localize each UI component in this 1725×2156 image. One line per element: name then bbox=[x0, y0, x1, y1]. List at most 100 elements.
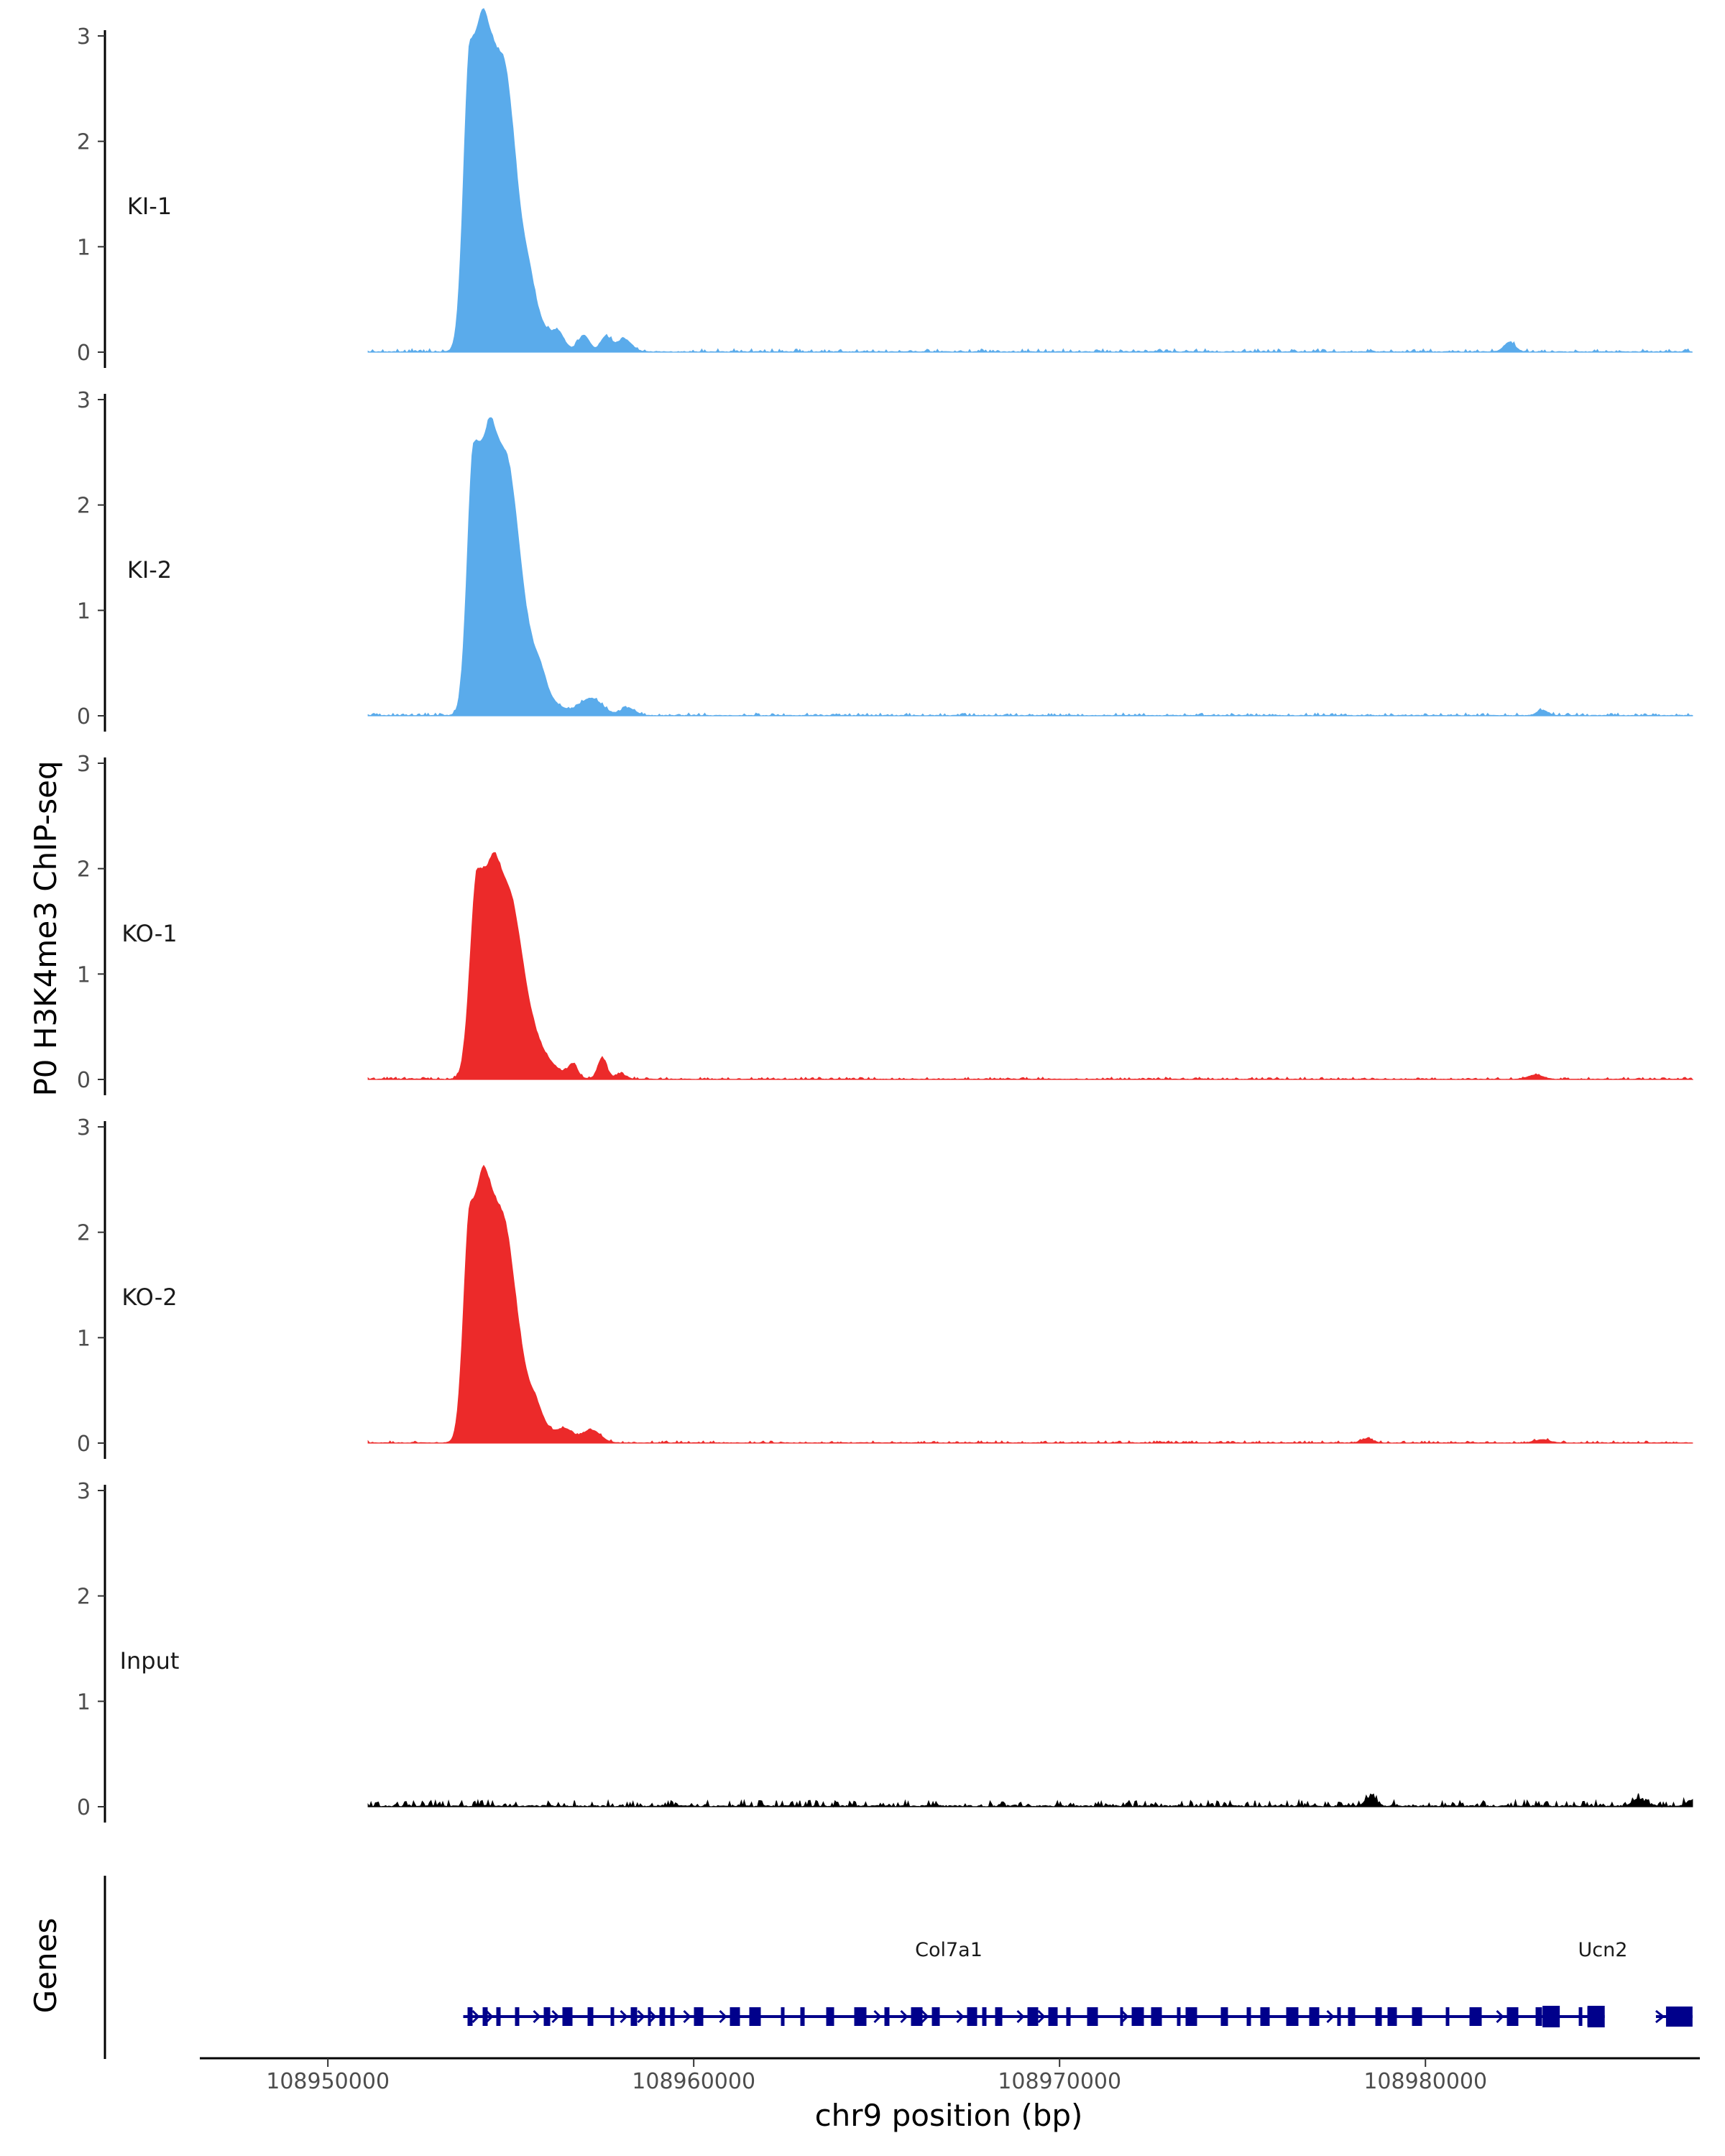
gene-exon bbox=[1506, 2007, 1519, 2026]
y-tick-label: 2 bbox=[77, 130, 91, 155]
strand-arrow bbox=[1121, 2009, 1129, 2024]
strand-arrow bbox=[719, 2009, 727, 2024]
gene-exon bbox=[562, 2007, 573, 2026]
y-tick-label: 1 bbox=[77, 1690, 91, 1715]
gene-exon bbox=[1120, 2007, 1123, 2026]
y-tick-label: 2 bbox=[77, 1221, 91, 1246]
y-tick-label: 0 bbox=[77, 1068, 91, 1093]
signal-area-ko-1 bbox=[367, 852, 1694, 1080]
signal-area-ki-2 bbox=[367, 417, 1693, 717]
y-tick-label: 0 bbox=[77, 1795, 91, 1820]
gene-exon bbox=[1066, 2007, 1071, 2026]
gene-exon bbox=[1027, 2007, 1039, 2026]
strand-arrow bbox=[485, 2009, 494, 2024]
gene-exon bbox=[1375, 2007, 1382, 2026]
gene-exon bbox=[482, 2007, 488, 2026]
y-tick-label: 1 bbox=[77, 1326, 91, 1351]
track-label: KO-1 bbox=[121, 920, 177, 947]
track-ko-2: 0 1 2 3 KO-2 bbox=[77, 1115, 1693, 1459]
gene-exon bbox=[854, 2007, 867, 2026]
gene-exon bbox=[1309, 2007, 1320, 2026]
gene-label: Ucn2 bbox=[1578, 1939, 1628, 1961]
strand-arrow bbox=[551, 2009, 560, 2024]
x-tick-label: 108960000 bbox=[632, 2069, 755, 2094]
gene-exon bbox=[911, 2007, 923, 2026]
track-ki-2: 0 1 2 3 KI-2 bbox=[77, 388, 1693, 732]
gene-exon bbox=[884, 2007, 890, 2026]
gene-exon bbox=[967, 2007, 978, 2026]
gene-exon bbox=[826, 2007, 834, 2026]
gene-exon bbox=[781, 2007, 785, 2026]
x-axis: 108950000 108960000 108970000 108980000 bbox=[200, 2057, 1700, 2094]
gene-exon bbox=[496, 2007, 501, 2026]
gene-exon bbox=[648, 2007, 651, 2026]
gene-exon bbox=[1337, 2007, 1341, 2026]
track-label: KO-2 bbox=[121, 1284, 177, 1311]
y-tick-label: 2 bbox=[77, 1585, 91, 1610]
gene-exon bbox=[1151, 2007, 1162, 2026]
gene-exon bbox=[1220, 2007, 1228, 2026]
x-tick-label: 108970000 bbox=[998, 2069, 1121, 2094]
strand-arrow bbox=[1326, 2009, 1335, 2024]
gene-exon bbox=[1665, 2007, 1693, 2027]
y-tick-label: 2 bbox=[77, 857, 91, 883]
gene-exon bbox=[1048, 2007, 1058, 2026]
y-tick-label: 3 bbox=[77, 752, 91, 777]
gene-exon bbox=[1185, 2007, 1197, 2026]
gene-exon bbox=[800, 2007, 805, 2026]
strand-arrow bbox=[921, 2009, 929, 2024]
gene-exon bbox=[515, 2007, 520, 2026]
track-label: KI-1 bbox=[127, 193, 172, 220]
gene-exon bbox=[659, 2007, 666, 2026]
gene-exon bbox=[694, 2007, 704, 2026]
genes-track-title: Genes bbox=[28, 1918, 63, 2014]
gene-exon bbox=[1535, 2007, 1542, 2026]
y-tick-label: 1 bbox=[77, 235, 91, 260]
track-label: KI-2 bbox=[127, 556, 172, 584]
y-tick-label: 3 bbox=[77, 1479, 91, 1504]
strand-arrow bbox=[648, 2009, 657, 2024]
x-tick-label: 108950000 bbox=[266, 2069, 390, 2094]
y-tick-label: 0 bbox=[77, 1432, 91, 1457]
gene-label: Col7a1 bbox=[915, 1939, 983, 1961]
gene-exon bbox=[1348, 2007, 1356, 2026]
strand-arrow bbox=[900, 2009, 908, 2024]
y-tick-label: 2 bbox=[77, 494, 91, 519]
gene-col7a1: Col7a1 bbox=[463, 1939, 1605, 2027]
gene-exon bbox=[1445, 2007, 1450, 2026]
strand-arrow bbox=[956, 2009, 965, 2024]
gene-exon bbox=[1469, 2007, 1482, 2026]
y-tick-label: 3 bbox=[77, 388, 91, 413]
signal-tracks: 0 1 2 3 KI-1 0 1 2 3 KI-2 0 1 2 3 KO-1 0 1 2 3 KO-2 0 1 2 3 Inpu… bbox=[77, 8, 1694, 1823]
gene-exon bbox=[1578, 2007, 1583, 2026]
genes-track: Col7a1 Ucn2 bbox=[104, 1876, 1693, 2059]
gene-exon bbox=[730, 2007, 740, 2026]
y-tick-label: 1 bbox=[77, 962, 91, 987]
gene-exon bbox=[995, 2007, 1003, 2026]
signal-area-input bbox=[367, 1793, 1693, 1808]
strand-arrow bbox=[1655, 2009, 1665, 2024]
y-tick-label: 0 bbox=[77, 341, 91, 366]
x-tick-label: 108980000 bbox=[1363, 2069, 1487, 2094]
gene-exon bbox=[749, 2007, 761, 2026]
y-tick-label: 1 bbox=[77, 599, 91, 624]
signal-area-ko-2 bbox=[367, 1164, 1693, 1444]
strand-arrow bbox=[683, 2009, 691, 2024]
gene-exon bbox=[1387, 2007, 1397, 2026]
strand-arrow bbox=[1037, 2009, 1046, 2024]
strand-arrow bbox=[637, 2009, 645, 2024]
strand-arrow bbox=[533, 2009, 541, 2024]
gene-exon bbox=[1542, 2006, 1560, 2027]
gene-exon bbox=[543, 2007, 551, 2026]
gene-exon bbox=[1260, 2007, 1270, 2026]
gene-ucn2: Ucn2 bbox=[1578, 1939, 1693, 2027]
gene-exon bbox=[1412, 2007, 1422, 2026]
gene-exon bbox=[932, 2007, 940, 2026]
track-input: 0 1 2 3 Input bbox=[77, 1479, 1693, 1823]
gene-exon bbox=[982, 2007, 987, 2026]
strand-arrow bbox=[620, 2009, 628, 2024]
gene-exon bbox=[1246, 2007, 1251, 2026]
strand-arrow bbox=[472, 2009, 480, 2024]
y-tick-label: 3 bbox=[77, 24, 91, 50]
